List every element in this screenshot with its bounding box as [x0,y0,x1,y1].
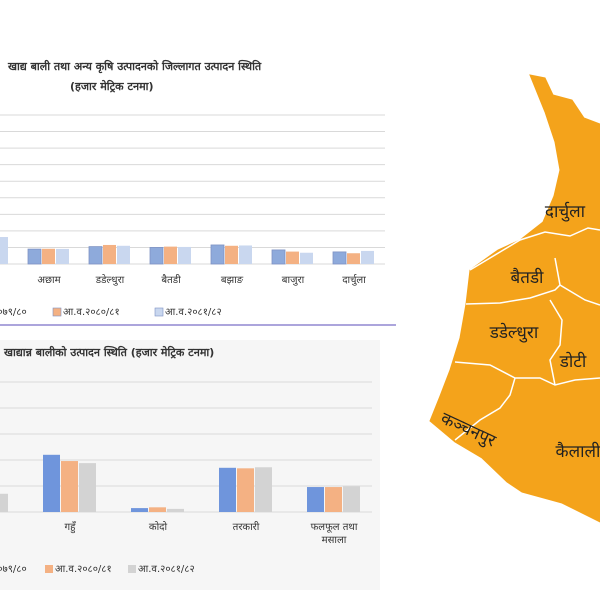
bar [149,247,164,265]
bar [225,245,238,264]
map: दार्चुला बैतडी डडेल्धुरा डोटी कञ्चनपुर क… [429,74,600,523]
map-region [429,74,600,523]
bar [167,508,184,512]
bar [347,253,360,264]
legend-swatch [128,565,136,573]
x-tick-label: अछाम [37,275,61,286]
bar [239,245,252,264]
bar [325,487,342,512]
bar [61,461,78,512]
x-tick-label: डडेल्धुरा [95,274,125,286]
legend-label: आ.व.२०७९/८० [0,307,27,318]
bar [307,487,324,512]
chart-title: खाद्यान्न बालीको उत्पादन स्थिति (हजार मे… [3,345,214,359]
bar [117,245,130,264]
map-label: दार्चुला [545,201,586,222]
map-label: बैतडी [511,267,544,288]
map-label: डोटी [559,351,587,372]
bar [300,252,313,264]
bar [131,508,148,512]
bar [103,244,116,264]
bar [0,493,8,512]
legend-swatch [154,307,164,317]
legend-swatch [45,565,53,573]
bar [361,250,374,264]
district-border [454,227,600,441]
chart-subtitle: (हजार मेट्रिक टनमा) [70,79,154,93]
bar [149,507,166,512]
x-tick-label: दार्चुला [342,274,366,286]
map-label: डडेल्धुरा [489,322,539,343]
bar [343,486,360,512]
bar [0,237,8,264]
bar [178,246,191,264]
bar [27,248,42,265]
bar [219,467,236,512]
map-label: कैलाली [556,441,600,462]
x-tick-label: तरकारी [233,521,260,533]
bar [164,246,177,264]
bar [42,248,55,264]
bar [271,249,286,265]
bar [332,251,347,265]
legend-label: आ.व.२०८१/८२ [165,307,222,318]
x-tick-label: बझाङ [221,275,244,286]
bar [88,246,103,265]
x-tick-label: गहुँ [65,521,77,534]
bar [79,463,96,512]
legend-label: आ.व.२०७९/८० [0,564,27,575]
x-tick-label: बाजुरा [282,275,305,286]
legend-label: आ.व.२०८०/८१ [63,307,120,318]
x-tick-label: कोदो [149,521,168,533]
bar [56,248,69,264]
bar [210,244,225,265]
bar [286,251,299,264]
legend-label: आ.व.२०८०/८१ [55,564,112,575]
bar [43,454,60,512]
bar [255,467,272,512]
bar [237,468,254,512]
legend-swatch [52,307,62,317]
x-tick-label: बैतडी [161,274,181,286]
chart-title: खाद्य बाली तथा अन्य कृषि उत्पादनको जिल्ल… [7,59,262,74]
legend-label: आ.व.२०८१/८२ [138,564,195,575]
x-tick-label: फलफूल तथा मसाला [311,522,358,546]
